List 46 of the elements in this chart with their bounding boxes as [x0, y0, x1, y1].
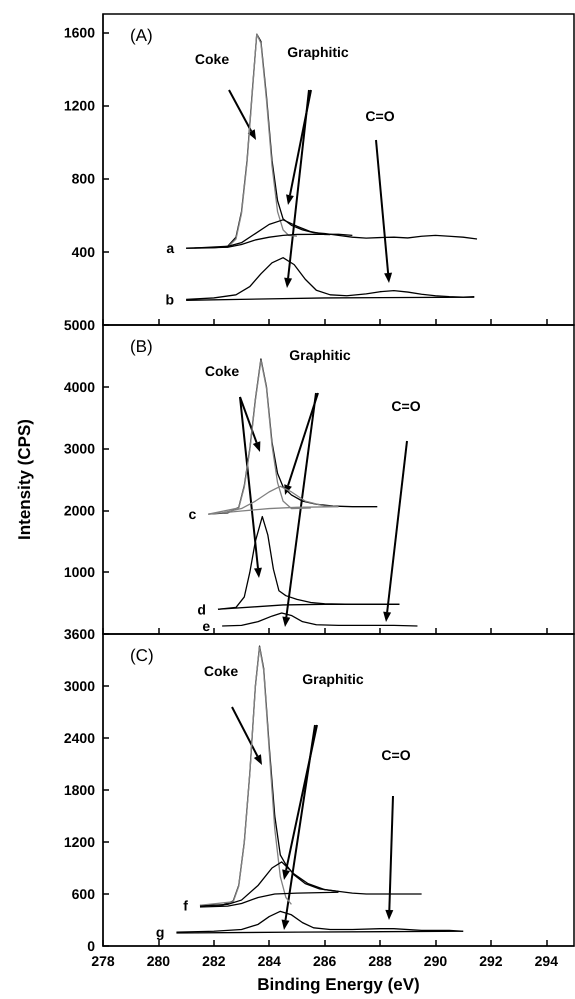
annotation: C=O — [391, 398, 421, 414]
y-tick-label: 1000 — [64, 564, 96, 580]
annotation: Graphitic — [302, 671, 364, 687]
series-label: g — [156, 924, 164, 940]
series-label: d — [197, 601, 206, 618]
series-label: e — [202, 618, 210, 634]
x-tick-label: 284 — [258, 953, 282, 969]
x-tick-label: 280 — [146, 953, 170, 969]
annotation: Graphitic — [289, 347, 351, 363]
x-tick-label: 290 — [424, 953, 448, 969]
y-tick-label: 1600 — [64, 24, 96, 40]
x-tick-label: 278 — [91, 953, 115, 969]
y-tick-label: 600 — [72, 886, 96, 902]
y-tick-label: 400 — [72, 244, 96, 260]
x-tick-label: 294 — [534, 953, 558, 969]
x-tick-label: 292 — [479, 953, 503, 969]
y-axis-title: Intensity (CPS) — [15, 419, 34, 540]
y-tick-label: 0 — [87, 938, 96, 954]
y-tick-label: 1800 — [64, 782, 96, 798]
text: (C) — [130, 646, 154, 665]
annotation: Coke — [204, 363, 240, 379]
series-label: a — [166, 240, 174, 256]
y-tick-label: 3600 — [64, 626, 96, 642]
series-label: c — [188, 506, 196, 522]
x-axis-title: Binding Energy (eV) — [257, 975, 420, 994]
text: (A) — [130, 26, 153, 45]
x-tick-label: 288 — [368, 953, 392, 969]
y-tick-label: 1200 — [64, 97, 96, 114]
x-tick-label: 282 — [202, 953, 226, 969]
annotation: Coke — [204, 663, 238, 679]
y-tick-label: 3000 — [64, 678, 96, 694]
y-tick-label: 800 — [72, 170, 96, 187]
annotation: C=O — [381, 747, 411, 763]
y-tick-label: 5000 — [64, 317, 96, 333]
y-tick-label: 2000 — [64, 502, 96, 518]
y-tick-label: 4000 — [64, 378, 96, 395]
y-tick-label: 2400 — [64, 730, 96, 746]
text: (B) — [130, 337, 153, 356]
series-label: f — [183, 897, 188, 914]
annotation: C=O — [365, 108, 395, 124]
y-tick-label: 1200 — [64, 834, 96, 850]
y-tick-label: 3000 — [64, 440, 96, 457]
x-tick-label: 286 — [312, 953, 337, 969]
annotation: Coke — [194, 51, 230, 67]
annotation: Graphitic — [287, 44, 349, 60]
series-label: b — [166, 291, 174, 308]
